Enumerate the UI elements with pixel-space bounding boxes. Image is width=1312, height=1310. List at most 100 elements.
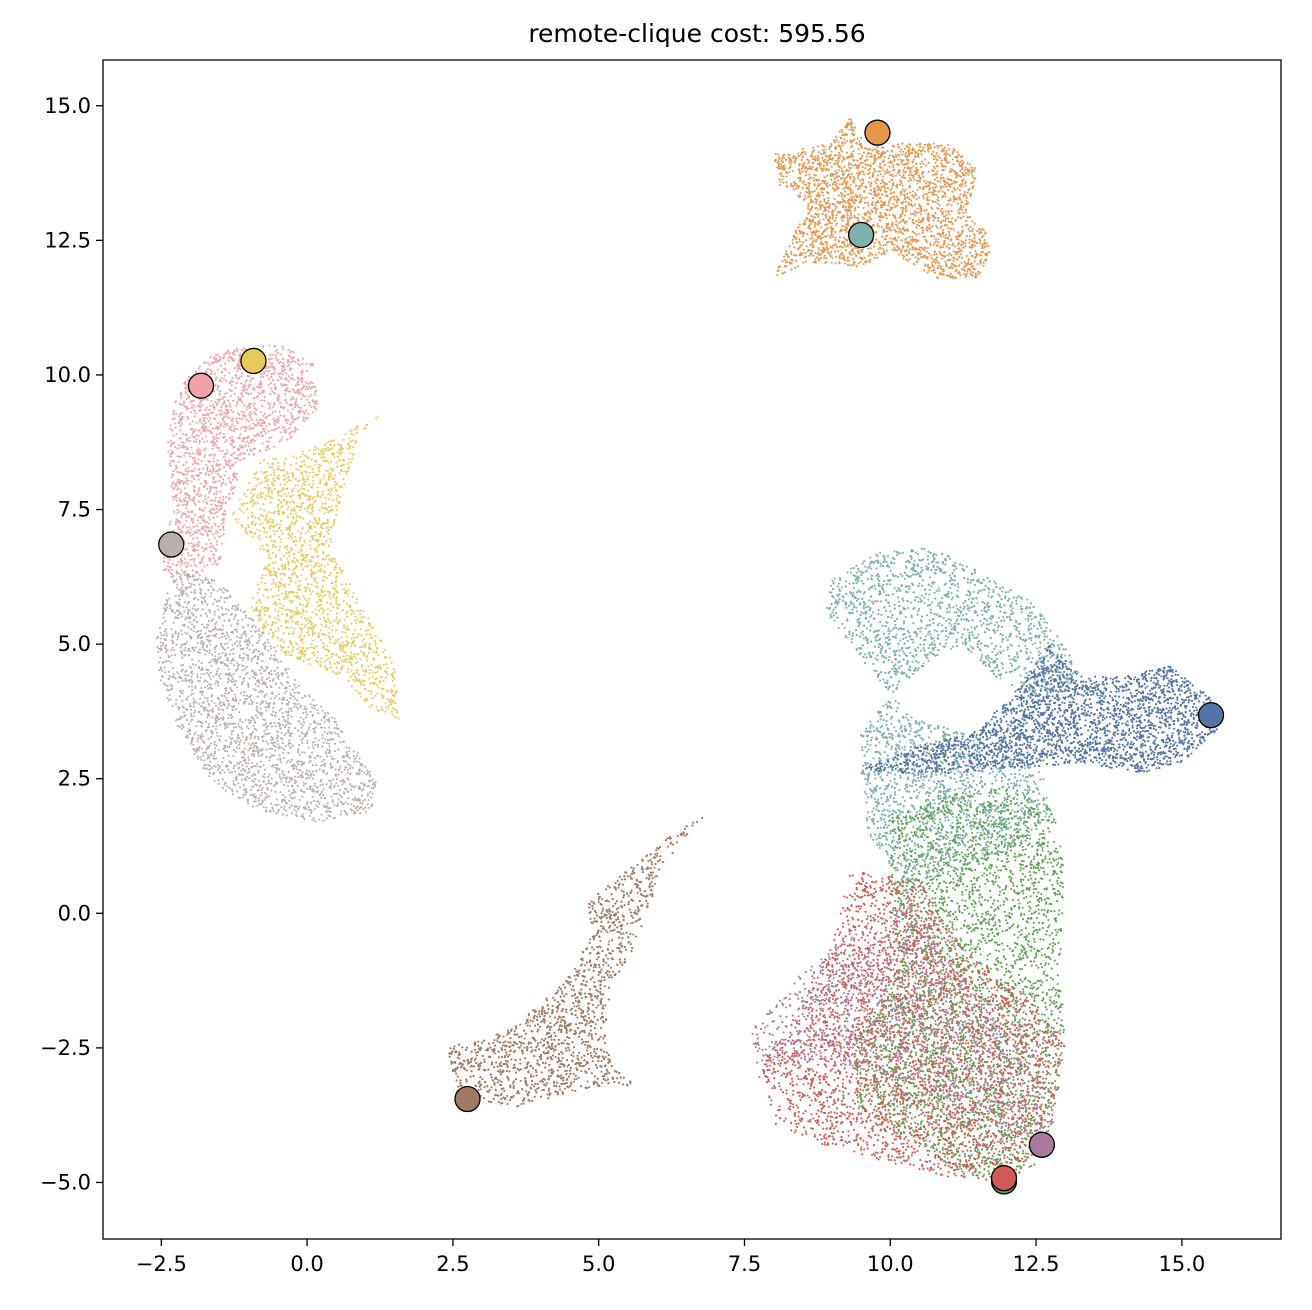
data-point [367,629,370,632]
data-point [167,569,170,572]
data-point [221,478,225,481]
data-point [966,168,969,171]
data-point [934,241,937,244]
data-point [222,528,225,531]
data-point [902,206,905,209]
data-point [319,570,322,573]
data-point [823,187,826,190]
data-point [219,431,222,434]
data-point [827,199,830,202]
data-point [974,272,977,275]
data-point [937,199,940,202]
data-point [180,391,183,394]
data-point [202,509,205,512]
data-point [944,217,947,220]
data-point [305,362,308,366]
data-point [317,562,320,565]
data-point [962,269,965,272]
data-point [193,415,196,418]
data-point [246,449,249,452]
data-point [221,518,224,521]
data-point [871,210,874,213]
data-point [809,155,812,158]
data-point [244,429,247,432]
data-point [269,353,272,356]
data-point [933,271,936,274]
data-point [218,413,221,416]
data-point [903,229,906,232]
data-point [272,471,275,474]
data-point [801,147,804,150]
data-point [177,527,180,531]
data-point [228,480,231,483]
data-point [931,169,934,172]
data-point [228,498,231,501]
data-point [915,220,918,223]
data-point [200,482,203,485]
data-point [954,219,957,222]
data-point [226,424,229,427]
data-point [212,457,215,460]
data-point [328,498,331,501]
data-point [854,184,857,187]
data-point [208,454,211,457]
data-point [297,551,300,554]
data-point [178,504,181,507]
data-point [838,260,841,264]
data-point [910,199,913,202]
data-point [858,252,861,255]
data-point [838,144,842,147]
data-point [255,408,258,411]
data-point [944,236,947,240]
data-point [213,406,216,409]
data-point [966,216,969,219]
data-point [904,196,907,199]
data-point [965,202,968,205]
data-point [945,214,948,217]
data-point [212,516,215,519]
data-point [830,225,833,229]
data-point [273,532,276,536]
data-point [967,173,970,176]
data-point [198,440,201,443]
data-point [834,176,837,179]
data-point [816,155,820,158]
data-point [850,121,854,124]
data-point [906,259,910,262]
data-point [860,184,863,187]
data-point [969,193,973,196]
data-point [248,441,251,444]
data-point [219,528,222,531]
data-point [184,481,187,484]
data-point [860,146,863,149]
data-point [811,231,814,234]
data-point [287,492,290,495]
data-point [909,143,912,146]
data-point [303,404,306,407]
data-point [817,222,820,225]
data-point [278,440,281,443]
data-point [861,178,864,181]
data-point [805,216,808,219]
data-point [174,523,177,526]
data-point [951,158,954,161]
data-point [968,169,971,172]
data-point [908,184,911,188]
data-point [951,244,954,247]
data-point [963,174,966,177]
data-point [879,182,882,185]
data-point [191,420,194,423]
data-point [186,439,189,443]
data-point [193,502,196,505]
data-point [940,185,943,188]
data-point [194,412,197,415]
data-point [891,184,894,187]
data-point [910,179,913,182]
data-point [292,418,295,421]
data-point [309,465,312,468]
data-point [192,560,196,563]
data-point [269,392,272,395]
data-point [960,159,963,162]
data-point [263,530,266,533]
data-point [898,216,901,219]
